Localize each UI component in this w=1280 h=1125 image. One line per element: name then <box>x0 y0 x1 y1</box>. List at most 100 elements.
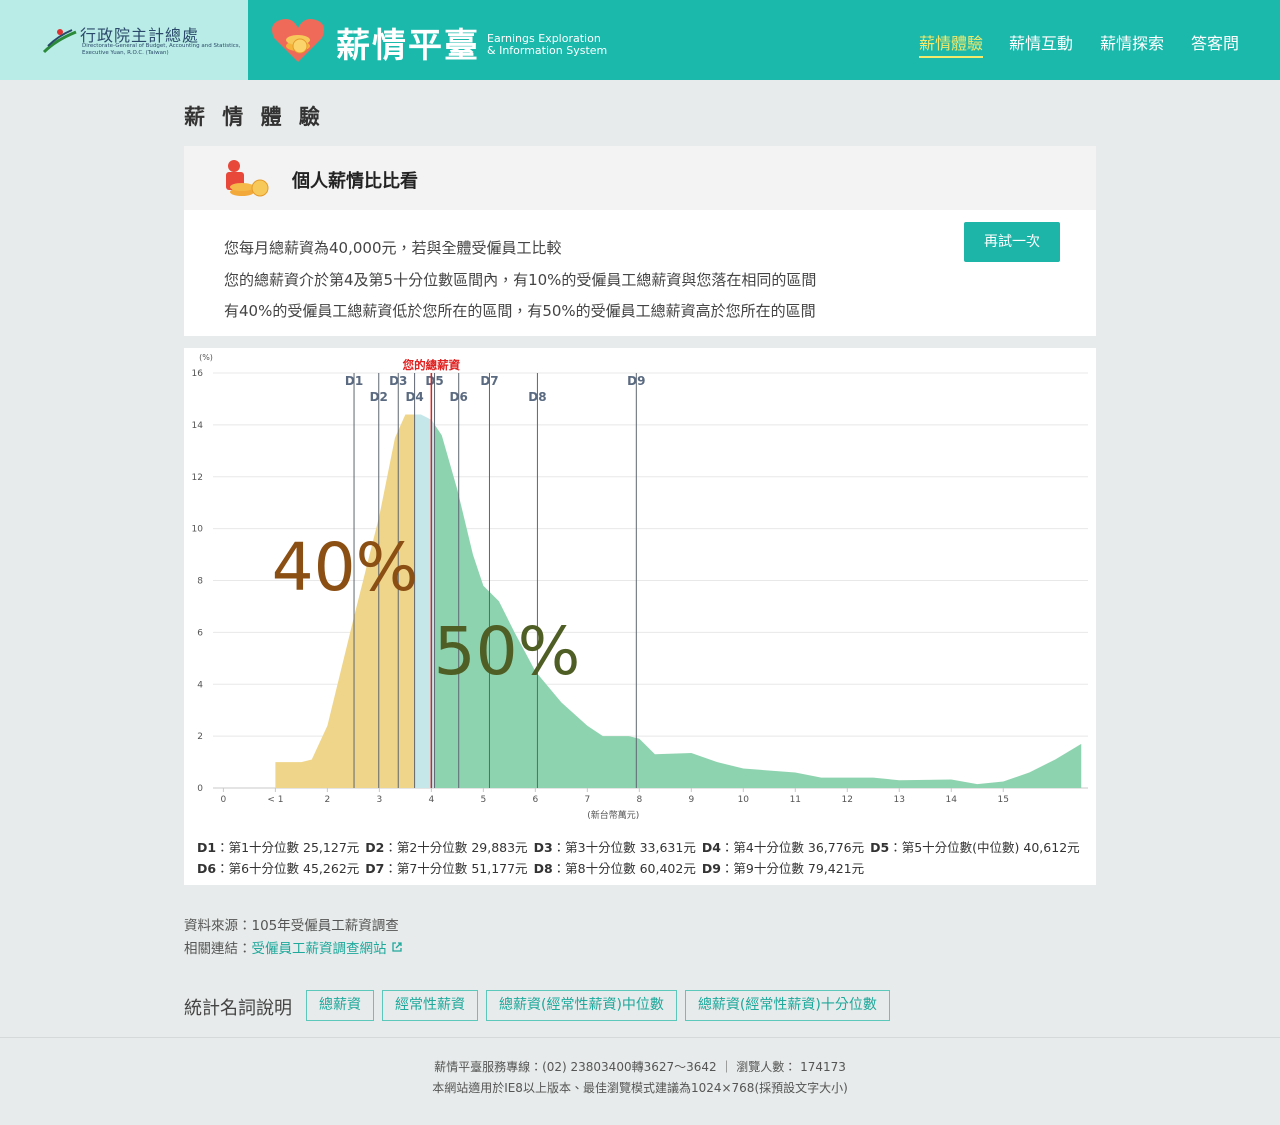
coin-icon <box>226 160 269 197</box>
salary-label: 您的總薪資 <box>403 358 461 372</box>
term-button[interactable]: 總薪資 <box>306 990 374 1021</box>
legend-name: D5 <box>870 840 890 855</box>
x-tick-label: 6 <box>532 795 538 805</box>
y-tick-label: 16 <box>192 369 204 379</box>
related-link: 相關連結：受僱員工薪資調查網站 <box>184 937 403 957</box>
legend-desc: ：第6十分位數 <box>216 861 300 876</box>
legend-value: 33,631元 <box>639 840 696 855</box>
x-tick-label: 0 <box>221 795 227 805</box>
legend-desc: ：第8十分位數 <box>552 861 636 876</box>
x-tick-label: 7 <box>584 795 590 805</box>
term-button[interactable]: 總薪資(經常性薪資)十分位數 <box>684 990 890 1021</box>
decile-label: D9 <box>627 374 645 388</box>
nav-link[interactable]: 薪情互動 <box>1009 34 1074 53</box>
legend-name: D8 <box>533 861 553 876</box>
card-title: 個人薪情比比看 <box>292 171 418 192</box>
decile-label: D3 <box>389 374 407 388</box>
y-tick-label: 8 <box>197 577 203 587</box>
x-tick-label: 13 <box>894 795 905 805</box>
x-axis-label: (新台幣萬元) <box>587 809 639 821</box>
x-tick-label: < 1 <box>267 795 283 805</box>
decile-label: D5 <box>425 374 443 388</box>
org-en: Executive Yuan, R.O.C. (Taiwan) <box>82 50 169 56</box>
legend-name: D1 <box>197 840 217 855</box>
legend-name: D4 <box>701 840 721 855</box>
y-tick-label: 14 <box>192 421 204 431</box>
legend-value: 25,127元 <box>303 840 360 855</box>
x-tick-label: 2 <box>325 795 331 805</box>
org-en: Directorate-General of Budget, Accountin… <box>82 43 241 49</box>
legend-value: 36,776元 <box>807 840 865 855</box>
site-logo[interactable] <box>270 16 326 64</box>
data-source: 資料來源：105年受僱員工薪資調查 <box>184 918 399 934</box>
x-tick-label: 11 <box>790 795 801 805</box>
x-tick-label: 4 <box>428 795 434 805</box>
site-en: & Information System <box>487 44 608 57</box>
nav-link[interactable]: 答客問 <box>1191 34 1240 53</box>
decile-legend: D1：第1十分位數 25,127元 D2：第2十分位數 29,883元 D3：第3十… <box>197 837 1087 879</box>
percent-annotation: 40% <box>272 529 419 606</box>
decile-label: D2 <box>370 390 388 404</box>
site-en: Earnings Exploration <box>487 32 601 45</box>
footer-text: 本網站適用於IE8以上版本、最佳瀏覽模式建議為1024×768(採預設文字大小) <box>432 1081 848 1095</box>
legend-value: 51,177元 <box>471 861 528 876</box>
legend-item: D8：第8十分位數 60,402元 <box>534 861 696 876</box>
result-text: 您每月總薪資為40,000元，若與全體受僱員工比較 <box>224 239 562 257</box>
x-tick-label: 3 <box>377 795 383 805</box>
nav-link[interactable]: 薪情探索 <box>1100 34 1165 53</box>
terms: 總薪資 經常性薪資 總薪資(經常性薪資)中位數 總薪資(經常性薪資)十分位數 <box>306 990 890 1021</box>
x-tick-label: 8 <box>636 795 642 805</box>
nav-link[interactable]: 薪情體驗 <box>919 30 984 58</box>
page-title: 薪 情 體 驗 <box>184 105 325 129</box>
chart: 0 2 4 6 8 10 12 14 16 (%) 0 < 1 2 3 4 5 6 7 8 9 10 11 12 13 14 15… <box>192 353 1088 821</box>
legend-desc: ：第1十分位數 <box>216 840 300 855</box>
legend-item: D4：第4十分位數 36,776元 <box>702 840 864 855</box>
decile-label: D8 <box>528 390 546 404</box>
x-tick-label: 5 <box>480 795 486 805</box>
x-tick-label: 9 <box>688 795 694 805</box>
decile-label: D6 <box>450 390 468 404</box>
result-text: 您的總薪資介於第4及第5十分位數區間內，有10%的受僱員工總薪資與您落在相同的區… <box>224 271 817 289</box>
legend-value: 60,402元 <box>639 861 696 876</box>
distribution-area <box>275 414 1082 788</box>
legend-desc: ：第9十分位數 <box>720 861 804 876</box>
legend-value: 45,262元 <box>303 861 360 876</box>
y-tick-label: 2 <box>197 732 203 742</box>
legend-name: D6 <box>197 861 217 876</box>
x-tick-label: 10 <box>738 795 750 805</box>
legend-desc: ：第3十分位數 <box>552 840 636 855</box>
link[interactable]: 受僱員工薪資調查網站 <box>251 941 387 957</box>
link-label: 相關連結： <box>184 941 252 957</box>
percent-annotation: 50% <box>434 613 581 690</box>
legend-name: D2 <box>365 840 385 855</box>
site-name: 薪情平臺 <box>336 26 480 66</box>
legend-desc: ：第5十分位數(中位數) <box>889 840 1020 855</box>
logo-area[interactable] <box>0 0 248 80</box>
org-name: 行政院主計總處 <box>80 26 200 45</box>
decile-label: D1 <box>345 374 363 388</box>
legend-value: 40,612元 <box>1023 840 1080 855</box>
legend-value: 79,421元 <box>807 861 865 876</box>
retry-button[interactable]: 再試一次 <box>964 222 1060 262</box>
legend-item: D5：第5十分位數(中位數) 40,612元 <box>870 840 1080 855</box>
footer <box>0 1037 1280 1125</box>
y-axis-label: (%) <box>199 353 213 362</box>
legend-desc: ：第7十分位數 <box>384 861 468 876</box>
legend-item: D6：第6十分位數 45,262元 <box>197 861 359 876</box>
term-button[interactable]: 總薪資(經常性薪資)中位數 <box>486 990 677 1021</box>
y-tick-label: 10 <box>192 525 204 535</box>
legend-name: D7 <box>365 861 385 876</box>
term-button[interactable]: 經常性薪資 <box>382 990 478 1021</box>
y-tick-label: 12 <box>192 473 203 483</box>
legend-item: D1：第1十分位數 25,127元 <box>197 840 359 855</box>
y-tick-label: 0 <box>197 784 203 794</box>
legend-value: 29,883元 <box>471 840 528 855</box>
legend-item: D2：第2十分位數 29,883元 <box>365 840 527 855</box>
x-tick-label: 12 <box>842 795 853 805</box>
org-logo <box>42 29 77 54</box>
legend-name: D9 <box>701 861 721 876</box>
legend-item: D3：第3十分位數 33,631元 <box>534 840 696 855</box>
legend-desc: ：第2十分位數 <box>384 840 468 855</box>
legend-item: D7：第7十分位數 51,177元 <box>365 861 527 876</box>
